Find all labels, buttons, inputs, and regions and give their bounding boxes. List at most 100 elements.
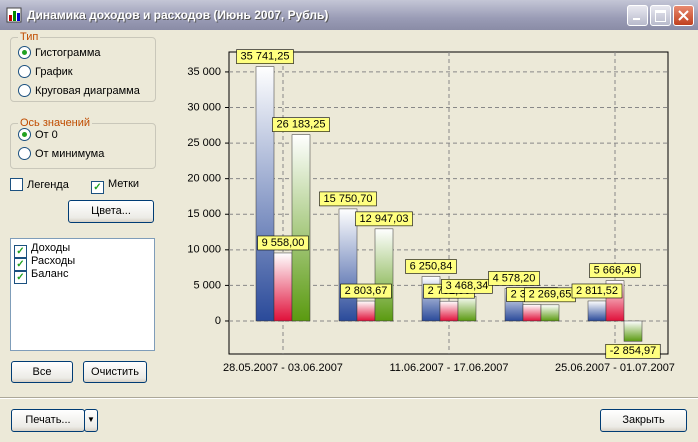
clear-button[interactable]: Очистить: [83, 361, 147, 383]
close-window-button[interactable]: [673, 5, 694, 26]
label: Доходы: [31, 242, 71, 254]
data-label: 26 183,25: [272, 117, 330, 132]
label-text: 6 250,84: [410, 260, 453, 272]
label-text: 2 308,55: [511, 288, 554, 300]
data-label: 2 782,50: [423, 283, 475, 299]
label: График: [35, 66, 73, 78]
label-box: [589, 263, 641, 278]
label: Расходы: [31, 255, 76, 267]
x-tick-label: 11.06.2007 - 17.06.2007: [389, 362, 508, 374]
bar: [623, 320, 643, 342]
label-text: 35 741,25: [241, 51, 290, 63]
y-tick-label: 0: [215, 315, 221, 327]
group-title: Тип: [18, 31, 41, 43]
radio-option[interactable]: Круговая диаграмма: [18, 84, 140, 97]
data-label: 15 750,70: [319, 191, 377, 207]
label-text: 15 750,70: [324, 193, 373, 205]
radio-option[interactable]: График: [18, 65, 73, 78]
bar: [439, 300, 459, 322]
maximize-button[interactable]: [650, 5, 671, 26]
label-text: 12 947,03: [360, 213, 409, 225]
bar: [356, 300, 376, 322]
label-box: [340, 283, 392, 299]
group-title: Ось значений: [18, 117, 93, 129]
series-item[interactable]: ✓ Баланс: [14, 268, 68, 284]
label-box: [488, 271, 540, 286]
label: Метки: [108, 178, 140, 190]
close-button[interactable]: Закрыть: [600, 409, 687, 432]
radio[interactable]: [18, 65, 31, 78]
bar: [255, 66, 275, 322]
data-label: 4 578,20: [488, 271, 540, 286]
checkbox[interactable]: [10, 178, 23, 191]
data-label: 12 947,03: [355, 211, 413, 227]
data-label: 2 811,52: [571, 283, 623, 299]
bar: [522, 304, 542, 322]
radio[interactable]: [18, 46, 31, 59]
data-label: 2 803,67: [340, 283, 392, 299]
bar: [374, 228, 394, 322]
bar: [273, 252, 293, 322]
label-text: 9 558,00: [262, 237, 305, 249]
label-box: [423, 283, 475, 299]
label-box: [506, 287, 558, 302]
print-button[interactable]: Печать...: [11, 409, 85, 432]
colors-button[interactable]: Цвета...: [68, 200, 154, 223]
label-text: 2 269,65: [529, 289, 572, 301]
label-text: -2 854,97: [610, 345, 656, 357]
label-text: 4 578,20: [493, 272, 536, 284]
plot-frame: [228, 51, 669, 355]
radio-option[interactable]: Гистограмма: [18, 46, 101, 59]
label: Баланс: [31, 268, 69, 280]
label-text: 5 666,49: [594, 265, 637, 277]
series-item[interactable]: ✓ Расходы: [14, 255, 75, 271]
label: От 0: [35, 129, 58, 141]
all-button[interactable]: Все: [11, 361, 73, 383]
series-list: ✓ Доходы ✓ Расходы ✓ Баланс: [10, 238, 155, 351]
radio-option[interactable]: От минимума: [18, 147, 104, 160]
window-title: Динамика доходов и расходов (Июнь 2007, …: [27, 8, 329, 22]
radio[interactable]: [18, 147, 31, 160]
data-label: 9 558,00: [257, 235, 309, 251]
label-text: 2 782,50: [428, 285, 471, 297]
label-text: 26 183,25: [277, 119, 326, 131]
print-dropdown[interactable]: ▼: [84, 409, 98, 432]
y-tick-label: 25 000: [187, 137, 221, 149]
data-label: 6 250,84: [405, 259, 457, 274]
label-box: [272, 117, 330, 132]
y-tick-label: 10 000: [187, 244, 221, 256]
label-text: 2 803,67: [345, 285, 388, 297]
data-label: 5 666,49: [589, 263, 641, 278]
label-box: [571, 283, 623, 299]
checkbox[interactable]: ✓: [14, 271, 27, 284]
series-item[interactable]: ✓ Доходы: [14, 242, 70, 258]
label-box: [257, 235, 309, 251]
label: Круговая диаграмма: [35, 85, 140, 97]
data-label: 2 308,55: [506, 287, 558, 302]
label: Гистограмма: [35, 47, 101, 59]
checkbox[interactable]: ✓: [14, 245, 27, 258]
bar: [421, 276, 441, 322]
close-icon: [678, 10, 689, 21]
checkbox-option[interactable]: ✓ Метки: [91, 178, 139, 194]
data-label: 2 269,65: [524, 287, 576, 303]
y-tick-label: 5 000: [193, 279, 221, 291]
radio[interactable]: [18, 128, 31, 141]
minimize-button[interactable]: [627, 5, 648, 26]
data-label: 3 468,34: [441, 279, 493, 294]
bar: [338, 208, 358, 322]
separator: [0, 397, 698, 399]
radio-option[interactable]: От 0: [18, 128, 58, 141]
radio[interactable]: [18, 84, 31, 97]
title-bar: Динамика доходов и расходов (Июнь 2007, …: [0, 0, 698, 30]
checkbox[interactable]: ✓: [14, 258, 27, 271]
checkbox[interactable]: ✓: [91, 181, 104, 194]
y-tick-label: 30 000: [187, 101, 221, 113]
label-box: [524, 287, 576, 303]
label: Легенда: [27, 179, 69, 191]
bar: [457, 296, 477, 322]
checkbox-option[interactable]: Легенда: [10, 178, 69, 191]
label-box: [605, 343, 661, 359]
label-box: [405, 259, 457, 274]
